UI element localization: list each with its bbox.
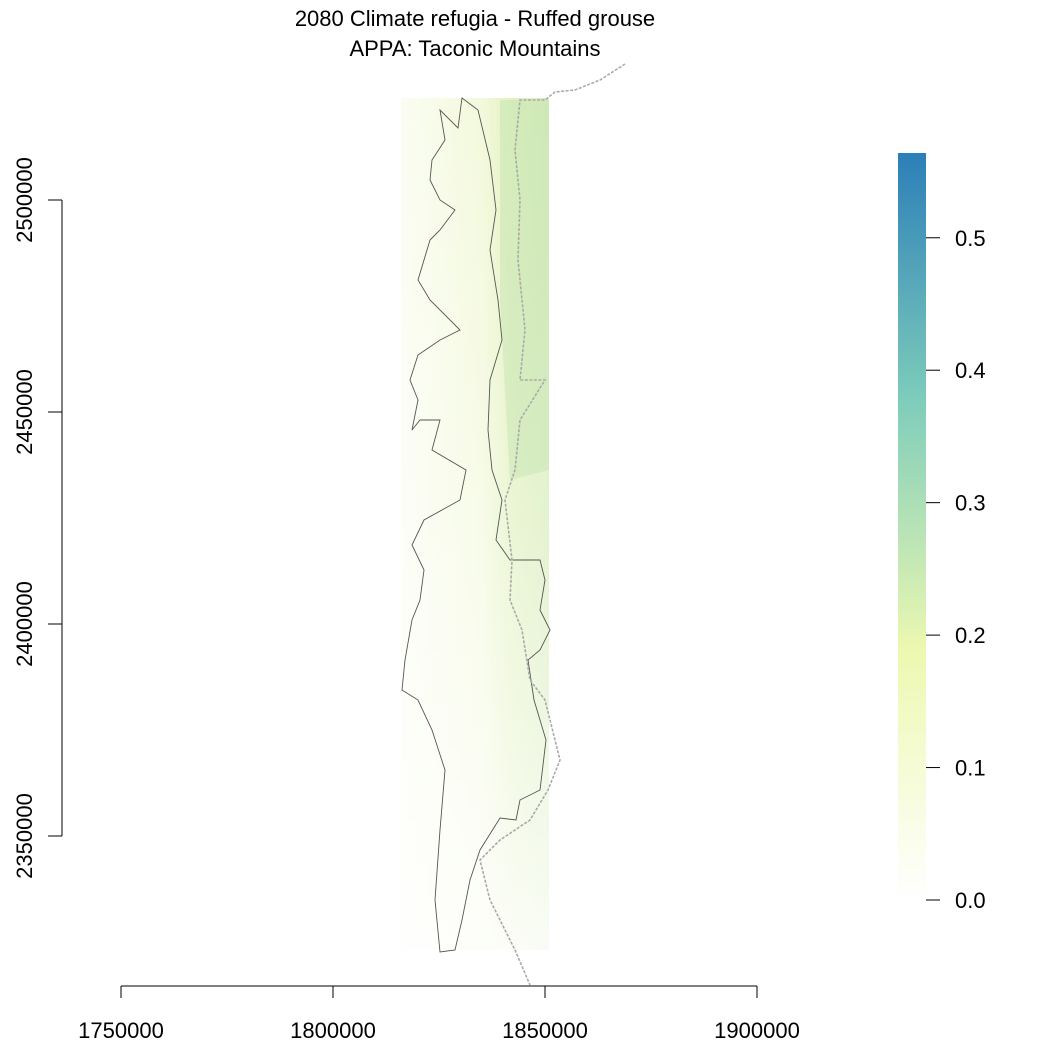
x-tick-label: 1900000 (714, 1018, 800, 1043)
colorbar (898, 153, 926, 900)
x-tick-label: 1750000 (78, 1018, 164, 1043)
raster (401, 98, 549, 950)
title: 2080 Climate refugia - Ruffed grouse (295, 6, 655, 31)
colorbar-tick-label: 0.4 (955, 358, 986, 383)
colorbar-tick-label: 0.3 (955, 491, 986, 516)
state-boundary (479, 63, 626, 986)
colorbar-tick-label: 0.2 (955, 623, 986, 648)
y-tick-label: 2450000 (12, 369, 37, 455)
y-tick-label: 2350000 (12, 793, 37, 879)
x-tick-label: 1850000 (502, 1018, 588, 1043)
y-tick-label: 2500000 (12, 157, 37, 243)
subtitle: APPA: Taconic Mountains (349, 36, 600, 61)
colorbar-tick-label: 0.5 (955, 226, 986, 251)
x-tick-label: 1800000 (290, 1018, 376, 1043)
colorbar-tick-label: 0.1 (955, 756, 986, 781)
colorbar-tick-label: 0.0 (955, 888, 986, 913)
y-tick-label: 2400000 (12, 581, 37, 667)
raster-high (500, 100, 549, 480)
appa-outline (401, 97, 551, 953)
